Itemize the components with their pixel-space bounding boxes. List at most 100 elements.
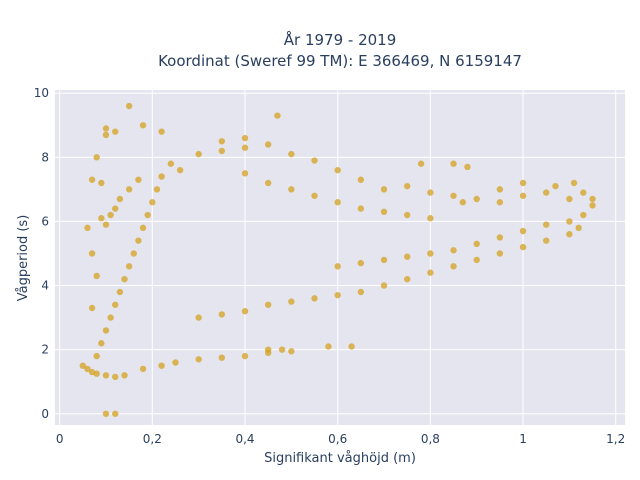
data-point: [357, 288, 365, 296]
data-point: [88, 250, 96, 257]
data-point: [93, 272, 100, 280]
data-point: [241, 352, 249, 360]
x-tick-label: 0,4: [235, 432, 254, 446]
data-point: [102, 221, 110, 228]
data-point: [427, 269, 434, 276]
chart-title-line-1: År 1979 - 2019: [284, 30, 397, 49]
data-point: [589, 202, 596, 209]
x-tick-label: 0: [56, 432, 64, 446]
data-point: [116, 195, 124, 203]
y-tick-label: 2: [41, 343, 49, 357]
data-point: [172, 359, 179, 366]
data-point: [93, 352, 100, 360]
data-point: [264, 301, 272, 308]
data-point: [450, 247, 457, 254]
data-point: [153, 186, 161, 193]
data-point: [543, 221, 550, 228]
data-points: [79, 102, 596, 417]
data-point: [121, 275, 128, 283]
data-point: [473, 256, 480, 264]
data-point: [241, 144, 249, 151]
data-point: [218, 311, 226, 318]
data-point: [380, 282, 388, 289]
data-point: [459, 199, 467, 206]
data-point: [450, 192, 457, 199]
data-point: [167, 160, 175, 167]
data-point: [403, 211, 411, 219]
x-tick-label: 0,2: [143, 432, 162, 446]
data-point: [149, 199, 156, 206]
data-point: [334, 263, 341, 270]
x-tick-label: 1: [519, 432, 527, 446]
data-point: [79, 362, 87, 369]
data-point: [139, 122, 147, 129]
chart-title-line-2: Koordinat (Sweref 99 TM): E 366469, N 61…: [158, 52, 522, 70]
data-point: [121, 372, 128, 379]
data-point: [125, 102, 133, 110]
y-axis-title: Vågperiod (s): [16, 215, 31, 302]
data-point: [135, 237, 142, 244]
data-point: [102, 372, 110, 379]
data-point: [519, 243, 527, 251]
data-point: [334, 291, 341, 299]
data-point: [107, 314, 114, 321]
tick-labels: 0 0,2 0,4 0,6 0,8 1 1,2 0 2 4 6 8 10: [34, 86, 626, 446]
data-point: [176, 166, 184, 174]
y-tick-label: 10: [34, 86, 49, 100]
data-point: [98, 340, 105, 347]
data-point: [112, 373, 119, 381]
data-point: [98, 215, 105, 222]
data-point: [88, 176, 96, 183]
data-point: [112, 410, 119, 417]
data-point: [112, 301, 119, 308]
grid-lines: [55, 90, 625, 425]
y-tick-label: 6: [41, 214, 49, 228]
data-point: [552, 182, 559, 190]
data-point: [450, 263, 457, 270]
data-point: [84, 365, 91, 373]
data-point: [543, 189, 550, 196]
data-point: [135, 176, 142, 183]
y-tick-label: 4: [41, 279, 49, 293]
y-tick-label: 0: [41, 407, 49, 421]
data-point: [464, 163, 471, 171]
data-point: [102, 327, 110, 334]
data-point: [311, 192, 318, 199]
data-point: [496, 250, 504, 257]
data-point: [218, 138, 226, 145]
data-point: [112, 128, 119, 135]
data-point: [288, 150, 295, 158]
data-point: [102, 410, 110, 417]
data-point: [334, 199, 341, 206]
data-point: [543, 237, 550, 244]
data-point: [570, 179, 578, 187]
data-point: [241, 134, 249, 142]
data-point: [264, 141, 272, 148]
data-point: [403, 253, 411, 260]
data-point: [357, 259, 365, 267]
x-axis-title: Signifikant våghöjd (m): [264, 451, 416, 466]
data-point: [427, 250, 434, 257]
data-point: [427, 189, 434, 196]
data-point: [158, 362, 165, 369]
data-point: [107, 211, 114, 219]
data-point: [566, 218, 573, 225]
data-point: [102, 125, 110, 132]
data-point: [311, 295, 318, 302]
data-point: [519, 227, 527, 235]
data-point: [195, 314, 202, 321]
data-point: [125, 186, 133, 193]
data-point: [98, 179, 105, 187]
data-point: [496, 234, 504, 241]
data-point: [380, 208, 388, 216]
data-point: [580, 189, 587, 196]
data-point: [473, 240, 480, 248]
data-point: [116, 288, 124, 296]
data-point: [158, 173, 165, 180]
data-point: [427, 215, 434, 222]
data-point: [241, 170, 249, 177]
data-point: [144, 211, 151, 219]
data-point: [450, 160, 457, 167]
data-point: [93, 154, 100, 161]
